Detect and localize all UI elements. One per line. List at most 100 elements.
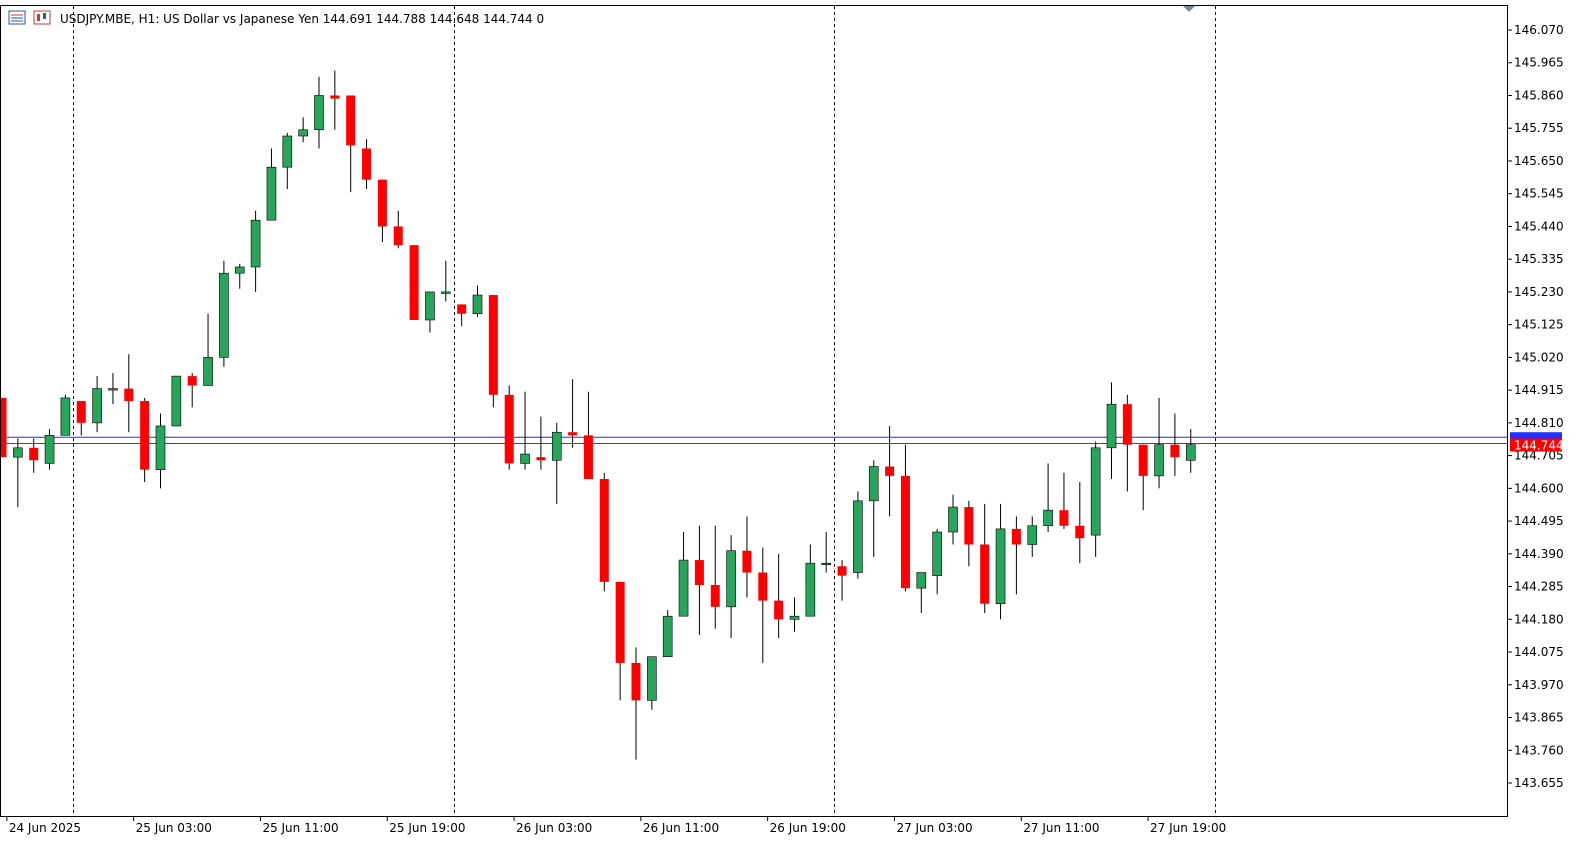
candle-body [1059,510,1069,526]
candle-body [678,559,689,617]
candle [13,438,23,508]
candle [631,647,641,760]
candle-body [948,506,958,533]
candle-body [662,615,673,658]
candle [520,391,530,470]
candle-body [1043,509,1053,527]
chart-type-icon[interactable] [33,10,51,25]
candle-body [330,95,340,99]
candle [885,425,895,517]
candle-body [44,435,55,464]
symbol-info: USDJPY.MBE, H1: US Dollar vs Japanese Ye… [60,12,544,26]
price-tags: 144.744 [1510,432,1564,452]
candle [694,525,704,635]
candle-body [536,457,546,461]
candles [0,70,1196,760]
price-axis[interactable]: 146.070 145.965 145.860 145.755 145.650 145.5… [1508,23,1564,790]
candle [108,372,118,405]
candle [362,139,372,190]
candle-body [203,357,213,386]
candle [964,500,974,567]
price-tick-label: 145.755 [1514,121,1564,135]
candle-body [108,388,118,391]
candle [948,494,958,545]
candle [1059,472,1069,529]
time-axis[interactable]: 24 Jun 2025 25 Jun 03:00 25 Jun 11:00 25 Ju… [6,816,1226,835]
candle [789,597,800,632]
candle-body [504,394,514,464]
candle-body [346,95,356,146]
candle-body [583,435,593,479]
price-tick-label: 143.760 [1514,743,1564,757]
time-tick-label: 26 Jun 11:00 [643,821,719,835]
candle [187,372,197,408]
candle-body [425,291,435,321]
candle-body [409,245,419,320]
candle-body [1011,528,1021,545]
time-tick-label: 24 Jun 2025 [9,821,81,835]
price-tick-label: 145.335 [1514,252,1564,266]
candle [615,581,625,701]
candle-body [568,432,578,436]
candle-body [457,304,467,314]
candle [155,413,166,489]
candle [314,76,324,149]
candle [821,532,832,573]
time-tick-label: 25 Jun 03:00 [136,821,212,835]
candle-body [694,560,704,586]
chart-frame [0,5,1508,817]
candle-body [599,478,609,582]
price-tick-label: 144.705 [1514,449,1564,463]
candle-body [92,388,102,424]
candle-body [124,388,134,402]
candle-body [1154,444,1164,477]
candle [774,553,784,639]
candle-body [155,425,166,470]
time-tick-label: 27 Jun 19:00 [1150,821,1226,835]
candle [837,560,847,601]
candle-body [631,662,641,701]
time-tick-label: 27 Jun 03:00 [896,821,972,835]
candle-body [250,219,261,268]
price-tick-label: 144.915 [1514,383,1564,397]
candle [678,532,689,617]
price-tick-label: 144.810 [1514,416,1564,430]
candle [1075,482,1085,564]
price-tick-label: 145.020 [1514,350,1564,364]
candle-body [13,447,23,458]
candle-body [29,447,39,461]
bid-price-tag [1510,438,1562,452]
price-tick-label: 144.495 [1514,514,1564,528]
candle [425,291,435,333]
candle-body [1138,444,1148,476]
candle-body [393,226,403,246]
candle [1154,397,1164,489]
candle [1011,516,1021,595]
candle-body [1075,525,1085,539]
price-tick-label: 145.650 [1514,154,1564,168]
candle-body [1122,404,1132,445]
chart-shift-marker[interactable] [1183,6,1195,12]
candle-body [1170,444,1180,458]
candle-body [821,562,832,565]
candle-body [868,466,879,502]
candle [916,572,927,614]
candle [662,609,673,658]
candle-body [853,500,863,573]
candle [298,117,308,143]
candle [472,285,483,317]
time-tick-label: 26 Jun 03:00 [516,821,592,835]
chart-list-icon[interactable] [8,10,26,25]
candle-body [1090,447,1101,536]
candle [805,544,816,617]
price-tick-label: 145.125 [1514,318,1564,332]
candle [932,528,942,595]
candle [1185,429,1196,473]
candle-body [488,295,498,395]
candle-body [1106,403,1117,449]
price-tick-label: 145.860 [1514,88,1564,102]
time-tick-label: 27 Jun 11:00 [1023,821,1099,835]
candle-body [885,466,895,476]
